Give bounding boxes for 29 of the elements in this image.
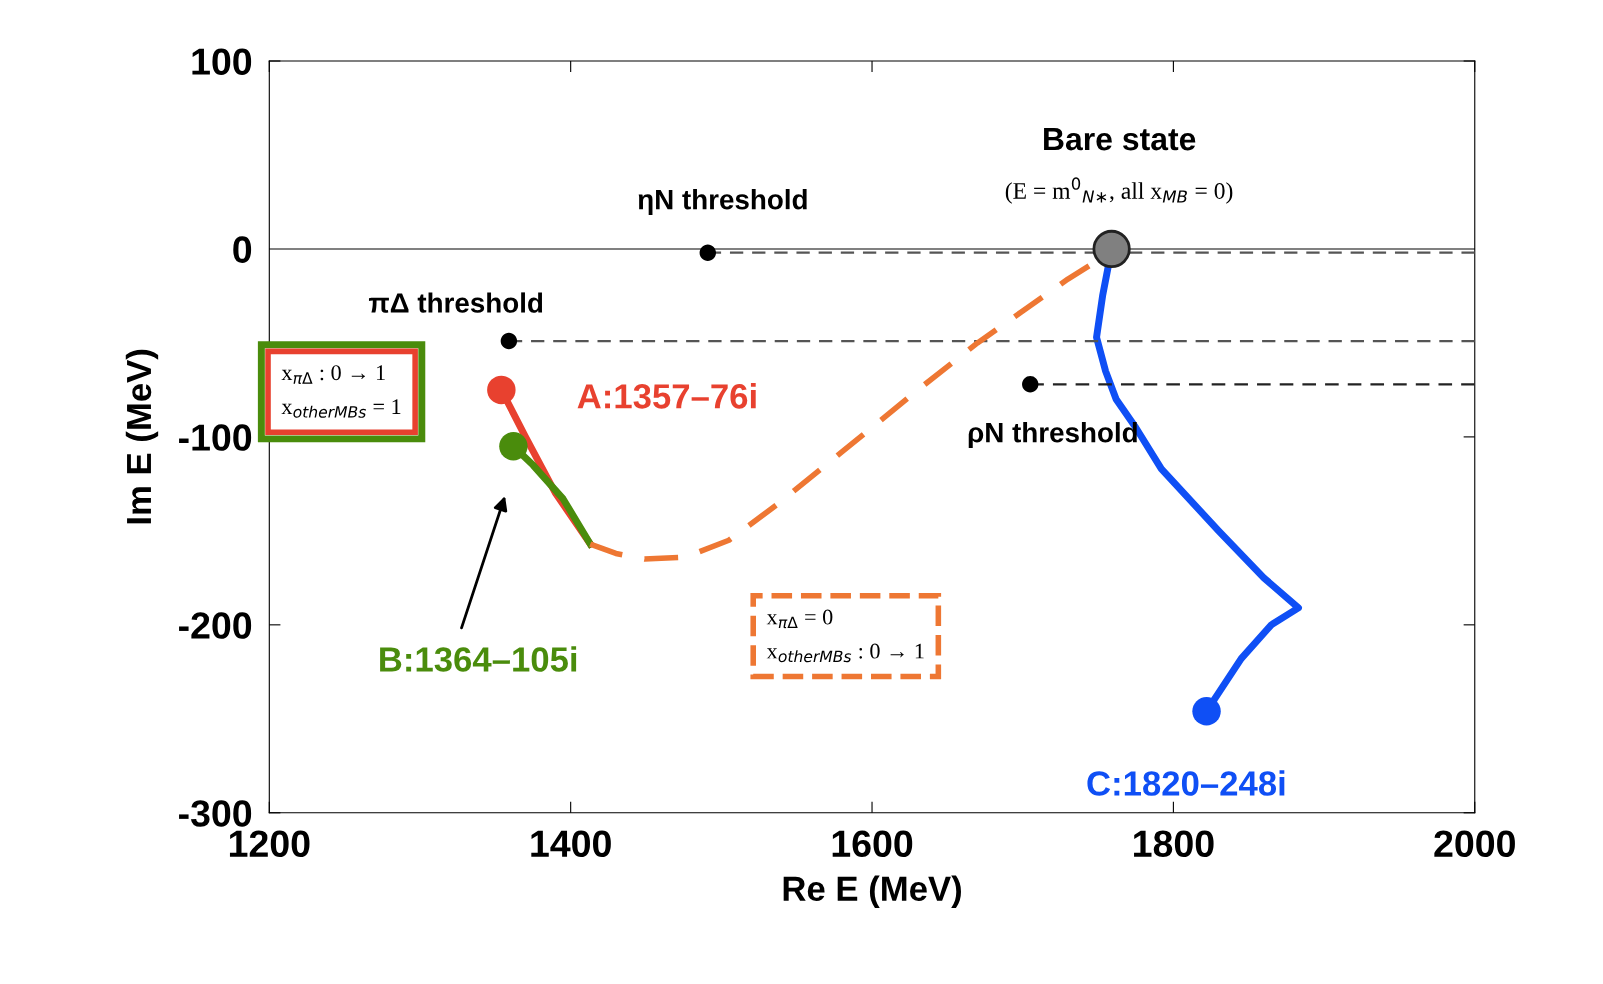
- point: [487, 375, 516, 405]
- point: [1092, 229, 1131, 269]
- y-tick-label: 100: [192, 48, 252, 75]
- x-axis-title: Re E (MeV): [783, 875, 961, 908]
- series-label: C:1820–248i: [1087, 770, 1285, 796]
- y-axis-title: Im E (MeV): [125, 349, 159, 524]
- y-tick-label: 0: [233, 236, 252, 263]
- point: [500, 332, 518, 350]
- x-tick-label: 2000: [1434, 830, 1515, 857]
- y-tick-label: -100: [179, 424, 252, 451]
- text: x$_{πΔ}$ : 0 → 1 x$_{otherMBs}$ = 1: [281, 365, 401, 418]
- series-label: A:1357–76i: [577, 383, 756, 409]
- y-tick-label: -300: [179, 800, 252, 827]
- y-tick-label: -200: [179, 612, 252, 639]
- annotation: (E = m$^{0}$$_{N∗}$, all x$_{MB}$ = 0): [1005, 177, 1233, 204]
- x-tick-label: 1800: [1134, 830, 1214, 857]
- point: [499, 432, 528, 461]
- text: x$_{πΔ}$ = 0 x$_{otherMBs}$ : 0 → 1: [766, 609, 924, 663]
- point: [699, 244, 717, 261]
- annotation: Bare state: [1044, 128, 1196, 151]
- text: B:1364–105i: [380, 646, 577, 672]
- annotation: ηN threshold: [638, 189, 807, 215]
- x-tick-label: 1200: [229, 830, 310, 857]
- point: [1022, 376, 1039, 393]
- x-tick-label: 1400: [531, 830, 611, 857]
- annotation: ρN threshold: [968, 422, 1137, 448]
- point: [1192, 697, 1221, 726]
- annotation: πΔ threshold: [368, 292, 543, 313]
- x-tick-label: 1600: [832, 830, 913, 857]
